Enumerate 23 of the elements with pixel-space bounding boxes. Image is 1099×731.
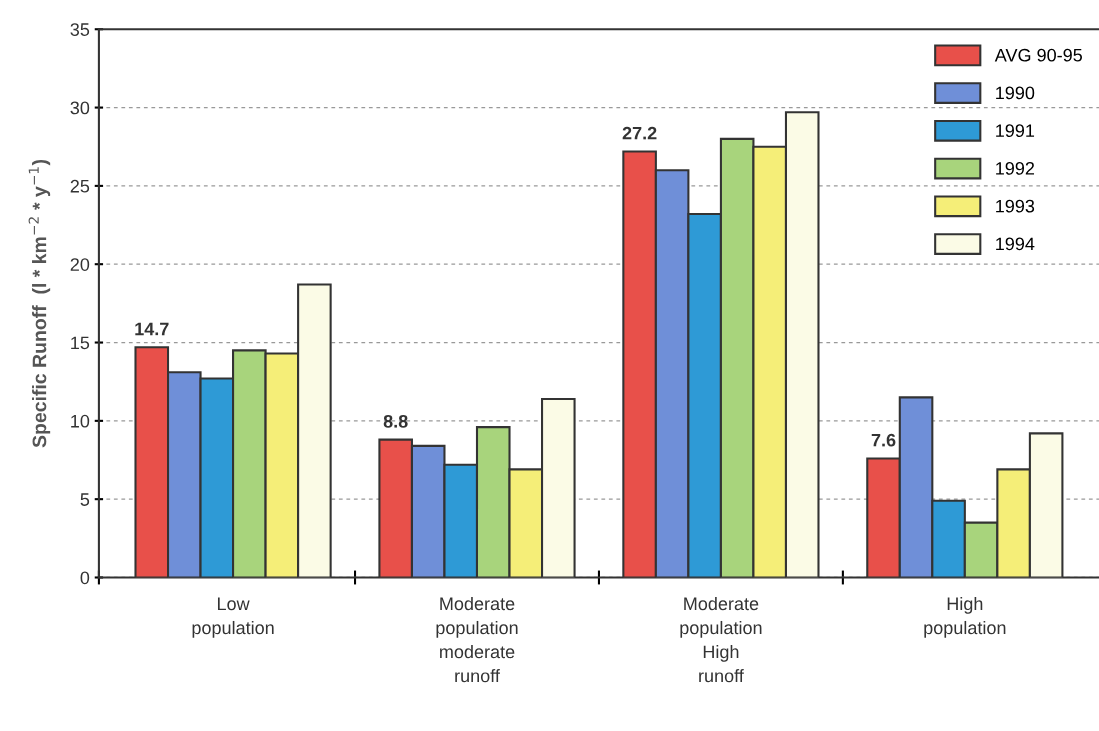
y-tick-label: 0 [80,571,90,585]
data-label: 7.6 [871,433,896,447]
legend-label: 1991 [996,124,1035,138]
y-axis-title: Specific Runoff (l * km$^{−2}$ * y$^{−1}$) [28,159,51,448]
y-tick-label: 35 [70,23,90,36]
x-tick-label: Moderate population moderate runoff [436,596,518,683]
y-tick-label: 10 [71,414,90,428]
y-tick-label: 25 [70,179,90,193]
legend-label: 1990 [996,86,1035,100]
legend-label: 1993 [996,199,1035,213]
x-tick-label: High population [924,596,1006,638]
y-tick-label: 30 [70,101,90,115]
data-label: 8.8 [383,414,408,428]
y-tick-label: 20 [70,258,90,271]
legend-label: 1994 [996,237,1035,251]
x-tick-label: Low population [192,597,274,638]
y-tick-label: 5 [80,493,90,506]
data-label: 14.7 [135,322,169,336]
y-tick-label: 15 [71,336,90,350]
legend-label: AVG 90-95 [994,48,1082,62]
data-label: 27.2 [622,126,657,140]
legend-label: 1992 [996,161,1035,175]
x-tick-label: Moderate population High runoff [680,596,762,683]
